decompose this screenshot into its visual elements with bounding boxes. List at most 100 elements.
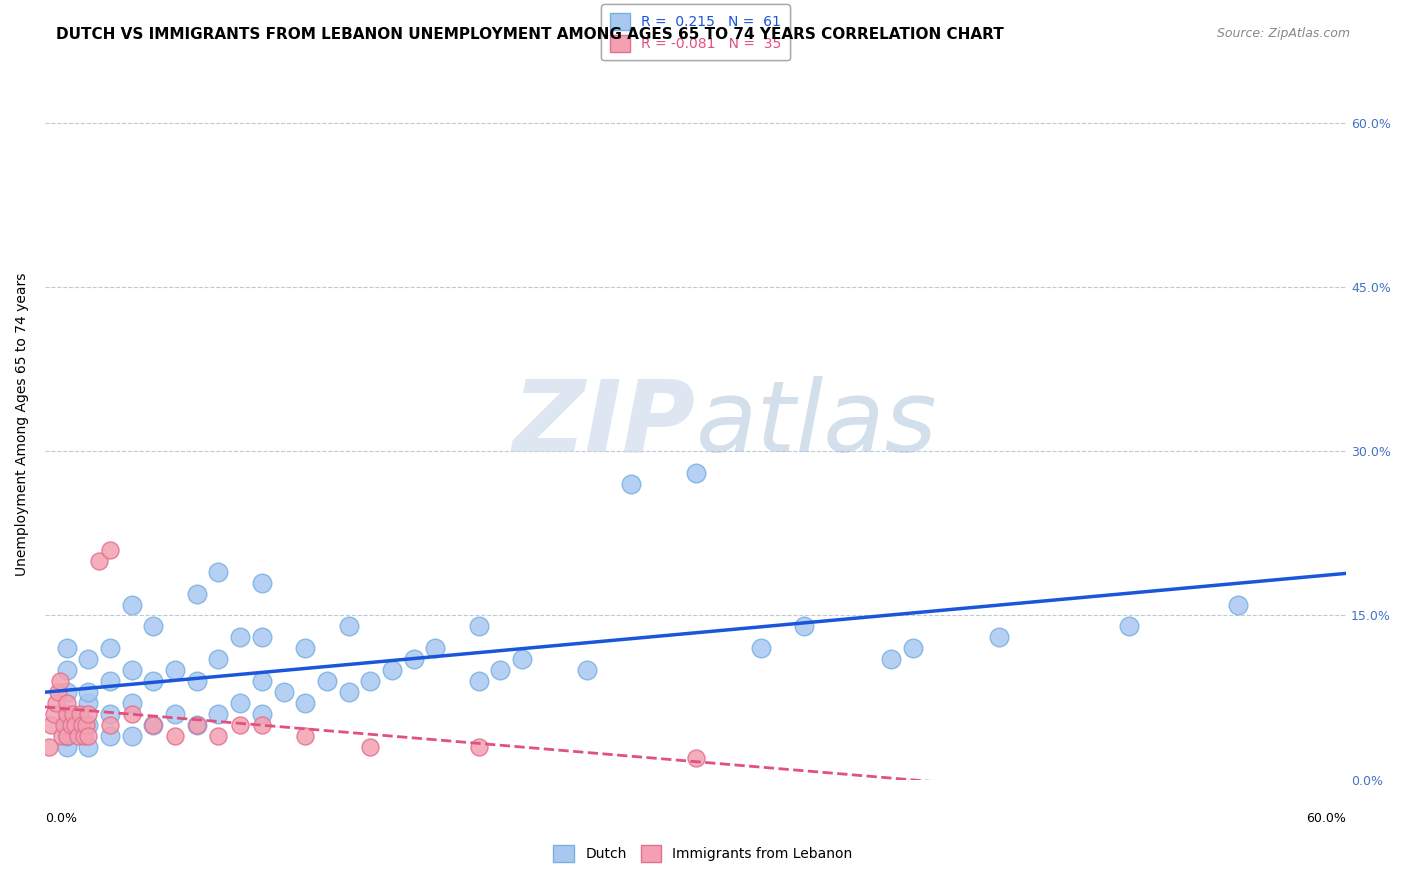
Point: [337, 619, 360, 633]
Point: [121, 598, 143, 612]
Point: [142, 718, 165, 732]
Point: [142, 619, 165, 633]
Point: [121, 706, 143, 721]
Point: [250, 575, 273, 590]
Text: 0.0%: 0.0%: [45, 812, 77, 824]
Point: [619, 477, 641, 491]
Point: [186, 718, 208, 732]
Point: [142, 674, 165, 689]
Point: [250, 674, 273, 689]
Point: [121, 696, 143, 710]
Point: [489, 663, 512, 677]
Point: [77, 685, 100, 699]
Point: [55, 718, 77, 732]
Point: [988, 631, 1011, 645]
Point: [467, 739, 489, 754]
Point: [49, 674, 72, 689]
Point: [207, 565, 229, 579]
Point: [45, 696, 67, 710]
Point: [250, 718, 273, 732]
Point: [186, 718, 208, 732]
Text: atlas: atlas: [696, 376, 938, 473]
Point: [165, 729, 187, 743]
Point: [359, 674, 381, 689]
Point: [55, 729, 77, 743]
Point: [749, 641, 772, 656]
Point: [165, 706, 187, 721]
Point: [62, 706, 84, 721]
Point: [70, 718, 93, 732]
Point: [98, 674, 121, 689]
Point: [1226, 598, 1249, 612]
Point: [46, 685, 69, 699]
Point: [880, 652, 903, 666]
Point: [69, 706, 91, 721]
Point: [121, 729, 143, 743]
Point: [77, 718, 100, 732]
Point: [207, 652, 229, 666]
Point: [207, 729, 229, 743]
Point: [55, 739, 77, 754]
Point: [98, 729, 121, 743]
Point: [75, 718, 97, 732]
Point: [165, 663, 187, 677]
Point: [359, 739, 381, 754]
Point: [294, 729, 316, 743]
Point: [55, 706, 77, 721]
Point: [510, 652, 533, 666]
Point: [55, 663, 77, 677]
Text: DUTCH VS IMMIGRANTS FROM LEBANON UNEMPLOYMENT AMONG AGES 65 TO 74 YEARS CORRELAT: DUTCH VS IMMIGRANTS FROM LEBANON UNEMPLO…: [56, 27, 1004, 42]
Point: [381, 663, 404, 677]
Point: [55, 696, 77, 710]
Text: ZIP: ZIP: [513, 376, 696, 473]
Point: [685, 750, 707, 764]
Point: [42, 706, 65, 721]
Point: [77, 729, 100, 743]
Text: 60.0%: 60.0%: [1306, 812, 1347, 824]
Point: [207, 706, 229, 721]
Point: [41, 718, 63, 732]
Point: [685, 467, 707, 481]
Point: [77, 739, 100, 754]
Point: [55, 685, 77, 699]
Point: [337, 685, 360, 699]
Legend: Dutch, Immigrants from Lebanon: Dutch, Immigrants from Lebanon: [548, 839, 858, 867]
Point: [59, 718, 82, 732]
Legend: R =  0.215   N =  61, R = -0.081   N =  35: R = 0.215 N = 61, R = -0.081 N = 35: [602, 4, 790, 61]
Point: [55, 706, 77, 721]
Point: [98, 542, 121, 557]
Point: [121, 663, 143, 677]
Point: [229, 718, 252, 732]
Point: [53, 718, 76, 732]
Point: [186, 674, 208, 689]
Point: [55, 729, 77, 743]
Point: [273, 685, 295, 699]
Point: [98, 718, 121, 732]
Point: [51, 729, 73, 743]
Point: [250, 631, 273, 645]
Point: [467, 619, 489, 633]
Point: [66, 729, 89, 743]
Point: [77, 652, 100, 666]
Point: [250, 706, 273, 721]
Point: [316, 674, 339, 689]
Point: [793, 619, 815, 633]
Point: [294, 696, 316, 710]
Point: [98, 706, 121, 721]
Point: [55, 641, 77, 656]
Point: [142, 718, 165, 732]
Point: [65, 718, 87, 732]
Point: [402, 652, 425, 666]
Text: Source: ZipAtlas.com: Source: ZipAtlas.com: [1216, 27, 1350, 40]
Point: [73, 729, 96, 743]
Point: [89, 554, 111, 568]
Point: [294, 641, 316, 656]
Point: [38, 739, 60, 754]
Point: [98, 641, 121, 656]
Point: [576, 663, 599, 677]
Point: [229, 631, 252, 645]
Point: [467, 674, 489, 689]
Point: [425, 641, 447, 656]
Point: [1118, 619, 1140, 633]
Point: [901, 641, 924, 656]
